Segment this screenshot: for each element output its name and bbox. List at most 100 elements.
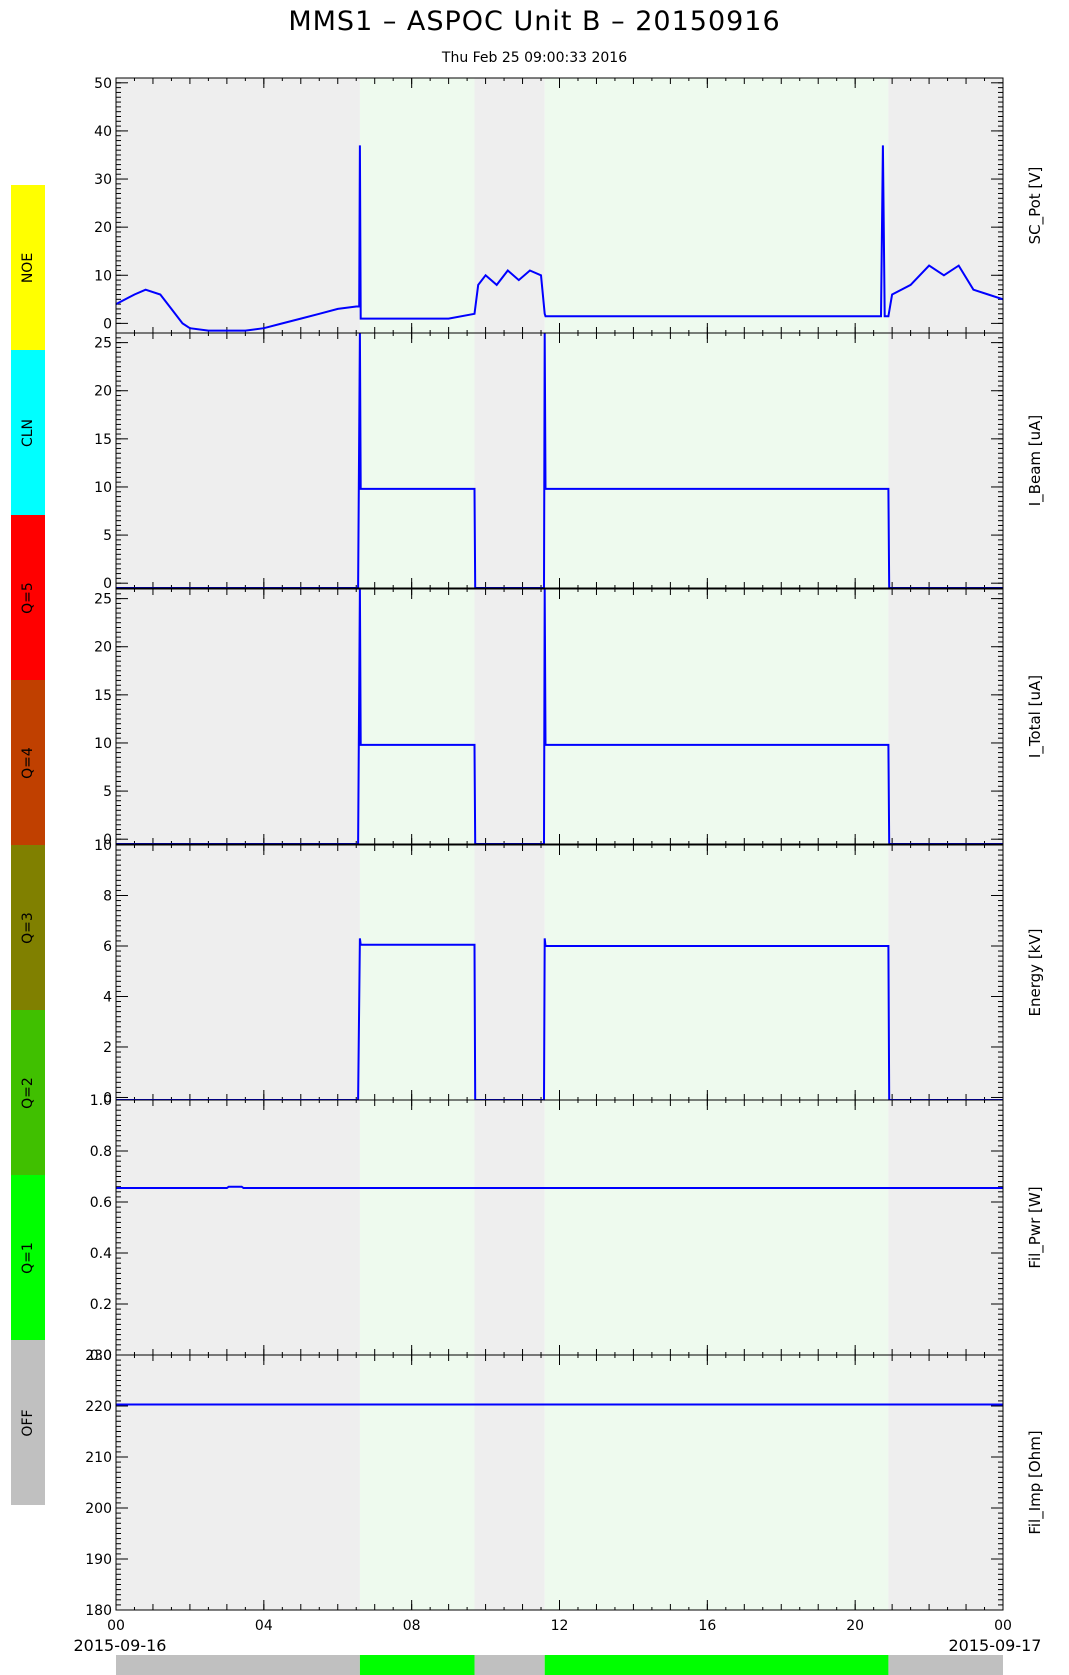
panel-frame <box>115 1354 1004 1611</box>
y-tick-label: 2 <box>103 1040 112 1056</box>
mode-background <box>116 1100 360 1355</box>
y-tick-label: 0 <box>103 576 112 592</box>
y-tick-label: 10 <box>94 268 112 284</box>
legend-item-cln: CLN <box>11 350 45 515</box>
mode-bar-segment <box>544 1655 889 1675</box>
y-axis-label: Energy [kV] <box>1026 929 1044 1017</box>
legend-item-q2: Q=2 <box>11 1010 45 1175</box>
y-tick-label: 0.4 <box>90 1246 112 1262</box>
y-tick-label: 0 <box>103 316 112 332</box>
mode-background <box>359 1355 475 1610</box>
mode-background <box>116 589 360 844</box>
mode-background <box>359 78 475 333</box>
x-tick-label: 08 <box>403 1618 421 1634</box>
y-tick-label: 40 <box>94 124 112 140</box>
series-line <box>115 145 1004 332</box>
chart-title: MMS1 – ASPOC Unit B – 20150916 <box>288 6 781 37</box>
mode-background <box>544 845 889 1100</box>
y-tick-label: 230 <box>85 1348 112 1364</box>
y-tick-label: 15 <box>94 688 112 704</box>
mode-background <box>544 333 889 588</box>
mode-background <box>888 78 1003 333</box>
x-tick-label: 00 <box>107 1618 125 1634</box>
y-axis-label: I_Beam [uA] <box>1026 415 1045 507</box>
y-tick-label: 20 <box>94 640 112 656</box>
y-tick-label: 0.0 <box>90 1348 112 1364</box>
mode-background <box>116 333 360 588</box>
y-tick-label: 50 <box>94 76 112 92</box>
mode-background <box>116 1355 360 1610</box>
y-axis-label: Fil_Imp [Ohm] <box>1026 1430 1045 1534</box>
panel-frame <box>115 588 1004 845</box>
mode-background <box>359 845 475 1100</box>
legend-item-noe: NOE <box>11 185 45 350</box>
y-tick-label: 210 <box>85 1450 112 1466</box>
y-tick-label: 200 <box>85 1501 112 1517</box>
legend-item-off: OFF <box>11 1340 45 1505</box>
y-tick-label: 10 <box>94 480 112 496</box>
y-tick-label: 0.8 <box>90 1144 112 1160</box>
series-line <box>116 1185 1003 1189</box>
mode-background <box>474 333 545 588</box>
mode-bar-segment <box>359 1655 475 1675</box>
chart-subtitle: Thu Feb 25 09:00:33 2016 <box>441 50 628 66</box>
mode-legend: NOE CLN Q=5 Q=4 Q=3 Q=2 Q=1 OFF <box>11 185 45 1505</box>
mode-background <box>359 589 475 844</box>
y-tick-label: 0.2 <box>90 1297 112 1313</box>
mode-background <box>888 1100 1003 1355</box>
mode-background <box>359 1100 475 1355</box>
y-tick-label: 220 <box>85 1399 112 1415</box>
legend-item-q3: Q=3 <box>11 845 45 1010</box>
mode-background <box>116 845 360 1100</box>
y-tick-label: 25 <box>94 592 112 608</box>
mode-background <box>888 589 1003 844</box>
mode-background <box>474 1100 545 1355</box>
x-tick-label: 04 <box>255 1618 273 1634</box>
mode-background <box>544 1100 889 1355</box>
legend-item-q5: Q=5 <box>11 515 45 680</box>
mode-background <box>474 845 545 1100</box>
mode-background <box>474 1355 545 1610</box>
mode-background <box>544 1355 889 1610</box>
mode-background <box>888 333 1003 588</box>
y-tick-label: 1.0 <box>90 1093 112 1109</box>
y-tick-label: 0.6 <box>90 1195 112 1211</box>
panel-frame <box>115 332 1004 589</box>
y-tick-label: 20 <box>94 220 112 236</box>
y-tick-label: 25 <box>94 336 112 352</box>
legend-item-q4: Q=4 <box>11 680 45 845</box>
y-tick-label: 0 <box>103 832 112 848</box>
y-tick-label: 8 <box>103 888 112 904</box>
y-tick-label: 180 <box>85 1603 112 1619</box>
y-tick-label: 4 <box>103 989 112 1005</box>
y-axis-label: I_Total [uA] <box>1026 675 1045 758</box>
mode-bar-segment <box>116 1655 360 1675</box>
mode-bar-segment <box>888 1655 1003 1675</box>
mode-background <box>544 78 889 333</box>
y-tick-label: 10 <box>94 838 112 854</box>
x-date-label: 2015-09-16 <box>74 1636 167 1655</box>
y-tick-label: 190 <box>85 1552 112 1568</box>
y-tick-label: 30 <box>94 172 112 188</box>
mode-bar-segment <box>474 1655 545 1675</box>
mode-background <box>359 333 475 588</box>
x-tick-label: 20 <box>846 1618 864 1634</box>
mode-background <box>888 1355 1003 1610</box>
mode-background <box>888 845 1003 1100</box>
mode-background <box>474 78 545 333</box>
x-tick-label: 16 <box>698 1618 716 1634</box>
y-tick-label: 0 <box>103 1090 112 1106</box>
y-tick-label: 5 <box>103 528 112 544</box>
x-tick-label: 00 <box>994 1618 1012 1634</box>
mode-background <box>474 589 545 844</box>
y-tick-label: 10 <box>94 736 112 752</box>
y-tick-label: 6 <box>103 939 112 955</box>
x-tick-label: 12 <box>551 1618 569 1634</box>
legend-item-q1: Q=1 <box>11 1175 45 1340</box>
mode-background <box>544 589 889 844</box>
y-tick-label: 15 <box>94 432 112 448</box>
y-tick-label: 5 <box>103 784 112 800</box>
y-tick-label: 20 <box>94 384 112 400</box>
y-axis-label: Fil_Pwr [W] <box>1026 1186 1045 1268</box>
